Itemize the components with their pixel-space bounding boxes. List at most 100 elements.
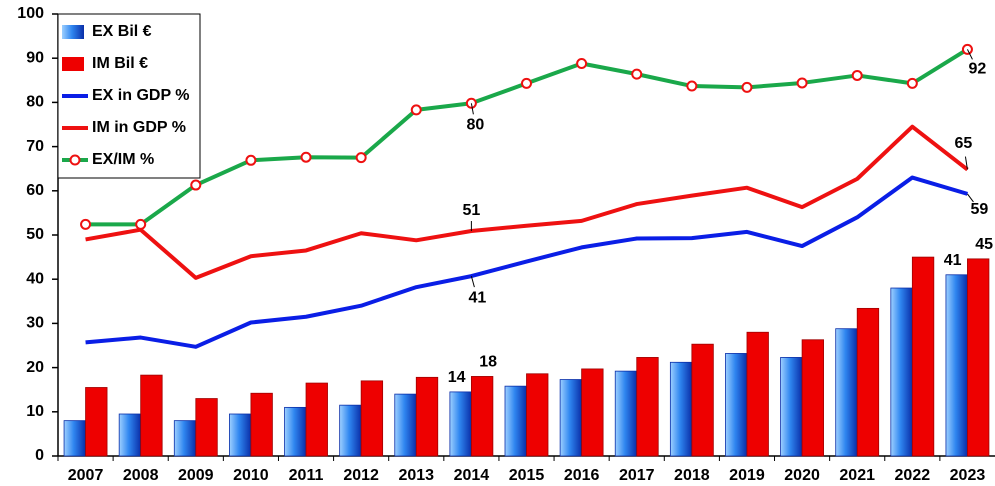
bar: [360, 380, 384, 457]
bar: [63, 420, 86, 457]
bar: [945, 274, 968, 457]
bar: [856, 307, 880, 457]
leader-line: [470, 275, 475, 288]
x-tick-label: 2018: [674, 467, 710, 484]
bar: [780, 357, 803, 457]
bar: [581, 368, 604, 457]
marker: [190, 179, 202, 191]
line: [85, 175, 969, 349]
marker: [576, 58, 588, 70]
data-label: 41: [944, 252, 962, 269]
data-label: 51: [462, 202, 480, 219]
marker: [851, 69, 863, 81]
bar: [559, 379, 583, 457]
bar: [250, 392, 273, 457]
x-tick-label: 2015: [509, 467, 545, 484]
legend-marker: [69, 154, 81, 166]
x-tick-label: 2019: [729, 467, 765, 484]
y-tick-label: 30: [26, 315, 44, 332]
marker: [300, 151, 312, 163]
marker: [906, 77, 918, 89]
y-tick-label: 80: [26, 94, 44, 111]
bar: [173, 420, 197, 457]
bar: [229, 413, 252, 457]
data-label: 18: [479, 354, 497, 371]
bar: [415, 376, 439, 457]
legend-swatch: [62, 25, 84, 39]
x-tick-label: 2010: [233, 467, 269, 484]
marker: [135, 218, 147, 230]
x-tick-label: 2014: [454, 467, 490, 484]
y-tick-label: 0: [35, 447, 44, 464]
bar: [801, 339, 824, 457]
x-tick-label: 2007: [68, 467, 104, 484]
legend-label: IM Bil €: [92, 55, 148, 72]
legend: EX Bil € IM Bil € EX in GDP % IM in GDP % EX…: [57, 13, 201, 179]
y-tick-label: 60: [26, 182, 44, 199]
marker: [686, 80, 698, 92]
bar: [449, 391, 472, 457]
data-label: 59: [971, 201, 989, 218]
bar: [890, 287, 913, 457]
leader-line: [964, 156, 968, 170]
bar: [504, 385, 527, 457]
legend-label: EX Bil €: [92, 23, 152, 40]
marker: [355, 152, 367, 164]
bar: [118, 413, 142, 457]
marker: [245, 154, 257, 166]
bar: [911, 256, 935, 457]
bar: [636, 357, 659, 457]
data-label: 65: [955, 135, 973, 152]
bar: [140, 374, 163, 457]
x-tick-label: 2011: [289, 467, 324, 484]
marker: [796, 77, 808, 89]
x-tick-label: 2021: [839, 467, 875, 484]
marker: [80, 218, 92, 230]
marker: [410, 104, 422, 116]
y-tick-label: 70: [26, 138, 44, 155]
x-tick-label: 2023: [950, 467, 986, 484]
legend-label: IM in GDP %: [92, 119, 186, 136]
bar: [470, 376, 494, 457]
bar: [691, 343, 714, 457]
x-tick-label: 2008: [123, 467, 159, 484]
bar: [669, 361, 693, 457]
leader-line: [966, 49, 973, 60]
leader-line: [470, 103, 474, 115]
marker: [521, 77, 532, 89]
y-tick-label: 40: [26, 270, 44, 287]
leader-line: [967, 193, 974, 203]
bar: [85, 387, 108, 457]
data-label: 45: [975, 236, 993, 253]
data-label: 14: [448, 369, 466, 386]
bar: [526, 373, 549, 457]
legend-label: EX in GDP %: [92, 87, 190, 104]
x-tick-label: 2022: [895, 467, 931, 484]
bar: [394, 393, 417, 457]
legend-swatch: [62, 57, 84, 71]
x-tick-label: 2020: [784, 467, 820, 484]
marker: [741, 81, 753, 93]
y-tick-label: 20: [26, 359, 44, 376]
x-tick-label: 2016: [564, 467, 600, 484]
x-tick-label: 2013: [398, 467, 434, 484]
y-tick-label: 100: [17, 5, 44, 22]
data-label: 92: [969, 61, 987, 78]
y-tick-label: 50: [26, 226, 44, 243]
x-tick-label: 2017: [619, 467, 655, 484]
bar: [746, 331, 769, 457]
bar: [725, 353, 748, 457]
x-tick-label: 2009: [178, 467, 214, 484]
line: [85, 47, 969, 227]
bar: [967, 258, 990, 457]
legend-label: EX/IM %: [92, 151, 154, 168]
x-tick-label: 2012: [343, 467, 379, 484]
y-tick-label: 10: [26, 403, 44, 420]
data-label: 41: [468, 289, 486, 306]
y-tick-label: 90: [26, 49, 44, 66]
line: [85, 124, 969, 280]
bar: [305, 382, 328, 457]
bar: [835, 328, 858, 457]
bar: [195, 398, 218, 457]
